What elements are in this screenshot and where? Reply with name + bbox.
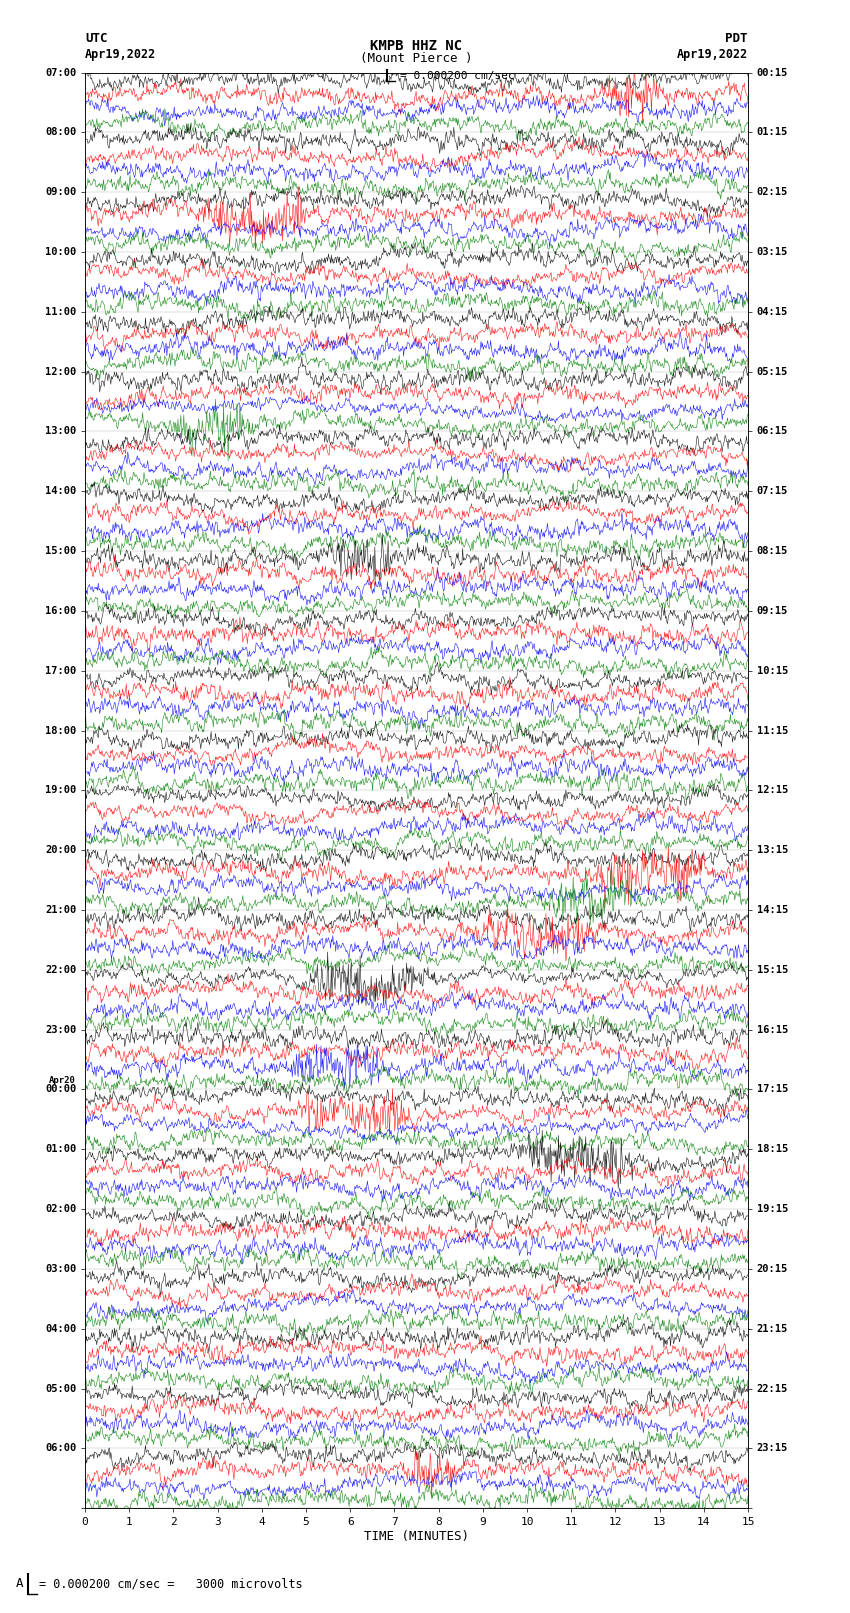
Text: 20:15: 20:15 bbox=[756, 1265, 788, 1274]
Text: Apr19,2022: Apr19,2022 bbox=[677, 48, 748, 61]
Text: UTC: UTC bbox=[85, 32, 107, 45]
Text: 00:00: 00:00 bbox=[45, 1084, 76, 1095]
Text: 17:00: 17:00 bbox=[45, 666, 76, 676]
Text: 03:00: 03:00 bbox=[45, 1265, 76, 1274]
Text: KMPB HHZ NC: KMPB HHZ NC bbox=[371, 39, 462, 53]
Text: 11:00: 11:00 bbox=[45, 306, 76, 316]
Text: 19:15: 19:15 bbox=[756, 1203, 788, 1215]
Text: 06:15: 06:15 bbox=[756, 426, 788, 437]
Text: 08:15: 08:15 bbox=[756, 547, 788, 556]
Text: = 0.000200 cm/sec =   3000 microvolts: = 0.000200 cm/sec = 3000 microvolts bbox=[39, 1578, 303, 1590]
Text: 18:00: 18:00 bbox=[45, 726, 76, 736]
Text: 08:00: 08:00 bbox=[45, 127, 76, 137]
Text: 01:00: 01:00 bbox=[45, 1144, 76, 1155]
Text: 05:00: 05:00 bbox=[45, 1384, 76, 1394]
Text: 21:15: 21:15 bbox=[756, 1324, 788, 1334]
Text: 13:00: 13:00 bbox=[45, 426, 76, 437]
Text: 21:00: 21:00 bbox=[45, 905, 76, 915]
Text: 09:00: 09:00 bbox=[45, 187, 76, 197]
Text: A: A bbox=[15, 1578, 23, 1590]
Text: 01:15: 01:15 bbox=[756, 127, 788, 137]
Text: 10:00: 10:00 bbox=[45, 247, 76, 256]
Text: 16:00: 16:00 bbox=[45, 606, 76, 616]
Text: 14:00: 14:00 bbox=[45, 486, 76, 497]
Text: = 0.000200 cm/sec: = 0.000200 cm/sec bbox=[400, 71, 514, 81]
Text: 15:00: 15:00 bbox=[45, 547, 76, 556]
Text: 00:15: 00:15 bbox=[756, 68, 788, 77]
Text: Apr20: Apr20 bbox=[49, 1076, 76, 1086]
Text: 23:15: 23:15 bbox=[756, 1444, 788, 1453]
Text: 14:15: 14:15 bbox=[756, 905, 788, 915]
Text: 19:00: 19:00 bbox=[45, 786, 76, 795]
Text: 02:15: 02:15 bbox=[756, 187, 788, 197]
Text: 07:00: 07:00 bbox=[45, 68, 76, 77]
Text: Apr19,2022: Apr19,2022 bbox=[85, 48, 156, 61]
Text: 10:15: 10:15 bbox=[756, 666, 788, 676]
Text: 02:00: 02:00 bbox=[45, 1203, 76, 1215]
Text: 04:15: 04:15 bbox=[756, 306, 788, 316]
Text: 23:00: 23:00 bbox=[45, 1024, 76, 1034]
Text: 15:15: 15:15 bbox=[756, 965, 788, 974]
Text: (Mount Pierce ): (Mount Pierce ) bbox=[360, 52, 473, 65]
Text: 04:00: 04:00 bbox=[45, 1324, 76, 1334]
Text: PDT: PDT bbox=[726, 32, 748, 45]
X-axis label: TIME (MINUTES): TIME (MINUTES) bbox=[364, 1531, 469, 1544]
Text: 12:15: 12:15 bbox=[756, 786, 788, 795]
Text: 13:15: 13:15 bbox=[756, 845, 788, 855]
Text: 22:00: 22:00 bbox=[45, 965, 76, 974]
Text: 17:15: 17:15 bbox=[756, 1084, 788, 1095]
Text: 12:00: 12:00 bbox=[45, 366, 76, 377]
Text: 16:15: 16:15 bbox=[756, 1024, 788, 1034]
Text: 18:15: 18:15 bbox=[756, 1144, 788, 1155]
Text: 20:00: 20:00 bbox=[45, 845, 76, 855]
Text: 09:15: 09:15 bbox=[756, 606, 788, 616]
Text: 11:15: 11:15 bbox=[756, 726, 788, 736]
Text: 03:15: 03:15 bbox=[756, 247, 788, 256]
Text: 06:00: 06:00 bbox=[45, 1444, 76, 1453]
Text: 05:15: 05:15 bbox=[756, 366, 788, 377]
Text: 22:15: 22:15 bbox=[756, 1384, 788, 1394]
Text: 07:15: 07:15 bbox=[756, 486, 788, 497]
